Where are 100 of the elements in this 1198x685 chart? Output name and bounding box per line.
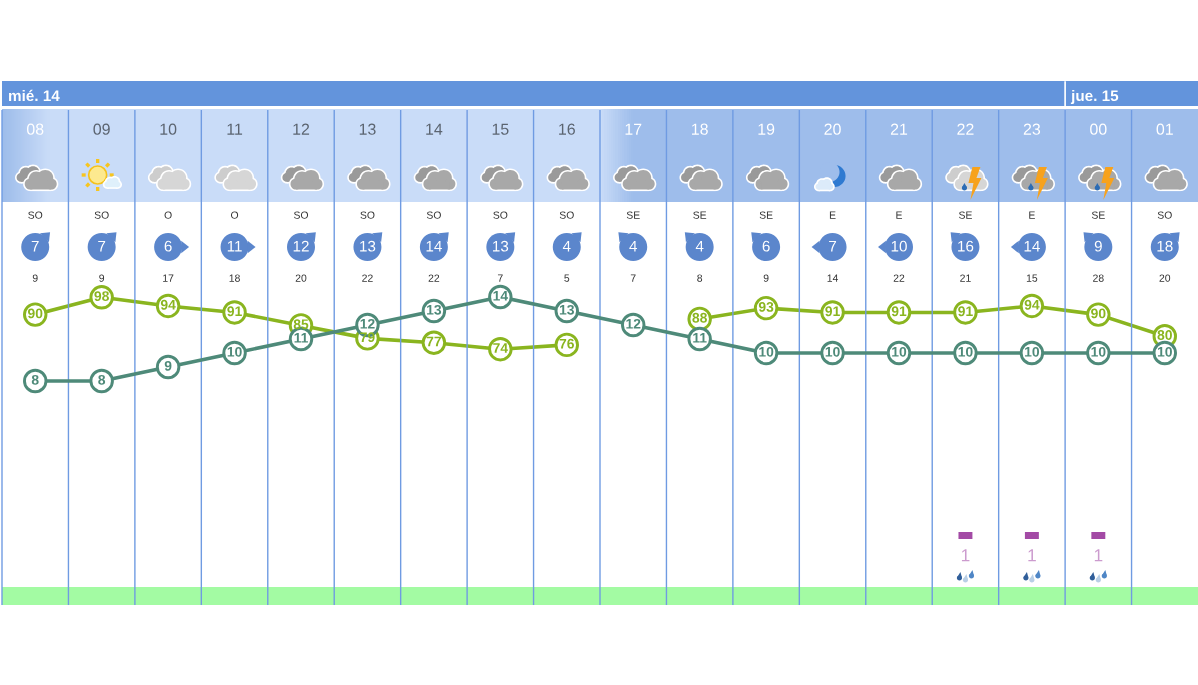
x-tick-label: 23 — [1023, 123, 1041, 135]
text: 21 — [960, 274, 971, 282]
data-label: 76 — [559, 338, 574, 349]
data-label: 93 — [758, 302, 774, 312]
text: 6 — [164, 240, 172, 252]
data-label: 10 — [958, 346, 973, 357]
data-label: 98 — [94, 291, 109, 302]
data-label: 1 — [1028, 549, 1036, 562]
text: 22 — [362, 274, 373, 282]
x-tick-label: 21 — [890, 123, 908, 135]
x-tick-label: 15 — [492, 123, 509, 135]
text: 16 — [958, 240, 974, 252]
data-label: 88 — [692, 312, 707, 323]
x-tick-label: 17 — [625, 123, 642, 135]
data-label: 10 — [759, 346, 774, 357]
text: SE — [626, 211, 640, 219]
text: 4 — [629, 240, 638, 252]
data-label: 10 — [227, 346, 242, 357]
text: SE — [759, 211, 773, 219]
data-label: 94 — [1024, 299, 1040, 310]
text: SO — [426, 211, 441, 219]
text: 6 — [762, 240, 770, 252]
data-label: 77 — [426, 336, 441, 347]
text: SO — [360, 211, 375, 219]
data-label: 91 — [227, 306, 242, 317]
data-label: 10 — [892, 346, 907, 357]
text: 12 — [293, 240, 309, 252]
x-tick-label: 16 — [559, 123, 575, 135]
x-tick-label: 10 — [160, 123, 177, 135]
text: 7 — [630, 274, 636, 282]
text: O — [231, 211, 239, 219]
x-tick-label: 08 — [26, 123, 44, 135]
text: E — [1029, 211, 1035, 219]
data-label: 8 — [31, 374, 39, 385]
text: 18 — [229, 274, 240, 282]
text: 11 — [227, 240, 242, 252]
data-label: 10 — [1025, 346, 1040, 357]
data-label: 91 — [958, 306, 973, 317]
text: SO — [28, 211, 43, 219]
x-tick-label: 09 — [93, 123, 110, 135]
text: 7 — [829, 240, 837, 252]
x-tick-label: 19 — [758, 123, 775, 135]
text: SE — [958, 211, 972, 219]
text: 14 — [1024, 240, 1040, 252]
data-label: 10 — [825, 346, 840, 357]
text: 28 — [1093, 274, 1104, 282]
x-tick-label: 00 — [1090, 123, 1107, 135]
text: SO — [559, 211, 574, 219]
data-label: 12 — [626, 318, 641, 329]
data-label: 94 — [160, 299, 176, 310]
x-tick-label: 13 — [359, 123, 376, 135]
text: SO — [493, 211, 508, 219]
text: 7 — [98, 240, 106, 252]
text: 18 — [1157, 240, 1173, 252]
data-label: 11 — [294, 333, 308, 343]
text: 7 — [31, 240, 39, 252]
text: 7 — [497, 274, 503, 282]
data-label: 1 — [961, 549, 970, 562]
text: 14 — [426, 240, 442, 252]
text: 9 — [32, 274, 38, 282]
text: SE — [1091, 211, 1105, 219]
text: 13 — [493, 240, 509, 252]
text: jue. 15 — [1070, 89, 1119, 105]
text: 9 — [1094, 240, 1102, 252]
text: E — [896, 211, 903, 219]
text: 4 — [562, 240, 571, 252]
text: 22 — [893, 274, 905, 282]
text: E — [829, 211, 836, 219]
text: 9 — [99, 274, 105, 282]
data-label: 90 — [27, 308, 43, 319]
data-label: 1 — [1094, 549, 1103, 562]
data-label: 91 — [825, 306, 840, 317]
data-label: 74 — [493, 343, 508, 353]
text: 15 — [1026, 274, 1038, 282]
data-label: 90 — [1091, 308, 1106, 319]
text: 17 — [163, 274, 174, 282]
x-tick-label: 18 — [692, 123, 708, 135]
data-label: 14 — [493, 291, 508, 301]
data-label: 80 — [1157, 330, 1172, 340]
text: O — [164, 211, 172, 219]
x-tick-label: 14 — [426, 123, 443, 135]
text: 14 — [827, 274, 839, 282]
x-tick-label: 20 — [824, 123, 841, 135]
text: SO — [94, 211, 109, 219]
x-tick-label: 01 — [1156, 123, 1173, 135]
text: 9 — [763, 274, 769, 282]
data-label: 12 — [360, 318, 375, 329]
x-tick-label: 22 — [957, 123, 974, 135]
text: 10 — [891, 240, 907, 252]
text: mié. 14 — [9, 89, 60, 102]
text: 8 — [697, 274, 703, 282]
x-tick-label: 11 — [227, 123, 243, 135]
data-label: 10 — [1091, 346, 1106, 357]
data-label: 10 — [1157, 346, 1172, 357]
x-tick-label: 12 — [293, 123, 310, 135]
data-label: 8 — [98, 374, 106, 385]
data-label: 11 — [693, 333, 707, 343]
text: SO — [1157, 211, 1172, 219]
text: 13 — [360, 240, 376, 252]
text: SO — [293, 211, 309, 219]
